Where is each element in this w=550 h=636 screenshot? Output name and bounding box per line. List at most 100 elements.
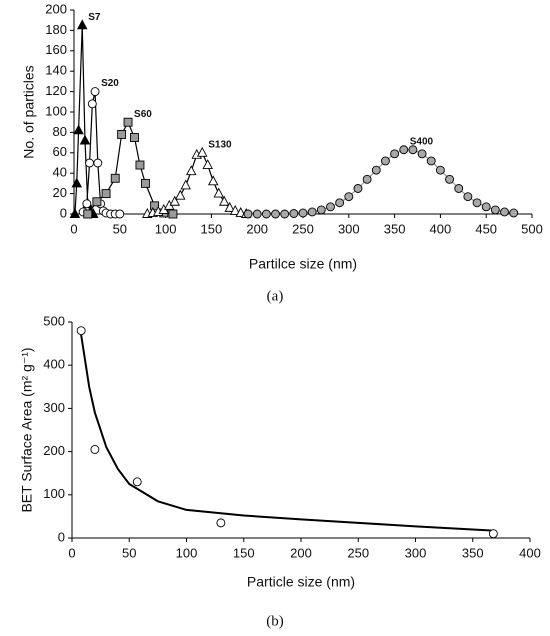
series-label: S400 <box>410 136 434 147</box>
data-point <box>417 149 427 159</box>
data-point <box>69 208 81 218</box>
data-point <box>280 209 290 219</box>
data-point <box>101 189 111 199</box>
data-point <box>252 209 262 219</box>
data-point <box>344 192 354 202</box>
caption: (a) <box>267 288 284 304</box>
data-point <box>488 529 498 539</box>
data-point <box>168 209 178 219</box>
data-point <box>92 197 102 207</box>
series-label: S130 <box>208 139 232 150</box>
x-tick-label: 400 <box>430 221 452 236</box>
data-point <box>115 209 125 219</box>
data-point <box>472 198 482 208</box>
data-point <box>90 444 100 454</box>
data-point <box>371 165 381 175</box>
x-tick-label: 0 <box>68 545 75 560</box>
data-point <box>130 133 139 142</box>
x-tick-label: 450 <box>475 221 497 236</box>
x-axis-label: Partilce size (nm) <box>249 256 357 272</box>
x-axis-label: Particle size (nm) <box>247 574 355 590</box>
series-line <box>147 152 247 215</box>
y-tick-label: 500 <box>43 313 65 328</box>
data-point <box>132 477 142 487</box>
y-tick-label: 40 <box>53 165 67 180</box>
x-tick-label: 350 <box>384 221 406 236</box>
data-point <box>76 326 86 336</box>
data-point <box>79 134 91 145</box>
y-tick-label: 140 <box>45 63 67 78</box>
data-point <box>169 195 181 206</box>
data-point <box>85 158 95 168</box>
data-point <box>90 87 100 97</box>
x-tick-label: 0 <box>70 221 77 236</box>
x-tick-label: 400 <box>519 545 541 560</box>
series-line <box>80 334 494 532</box>
data-point <box>261 209 271 219</box>
data-point <box>202 159 213 169</box>
x-tick-label: 200 <box>290 545 312 560</box>
data-point <box>316 205 326 215</box>
x-tick-label: 50 <box>122 545 136 560</box>
data-point <box>76 19 88 30</box>
x-tick-label: 500 <box>521 221 543 236</box>
data-point <box>326 202 335 212</box>
data-point <box>426 156 436 166</box>
data-point <box>117 129 127 139</box>
y-tick-label: 100 <box>43 486 65 501</box>
data-point <box>216 518 226 528</box>
x-tick-label: 100 <box>176 545 198 560</box>
y-axis-label: No. of particles <box>21 65 37 158</box>
x-tick-label: 350 <box>462 545 484 560</box>
x-tick-label: 300 <box>405 545 427 560</box>
data-point <box>82 199 92 209</box>
y-tick-label: 120 <box>45 83 67 98</box>
data-point <box>87 99 97 109</box>
y-tick-label: 0 <box>60 205 67 220</box>
data-point <box>454 184 464 193</box>
y-tick-label: 0 <box>58 529 65 544</box>
data-point <box>229 204 241 215</box>
data-point <box>213 187 224 198</box>
y-tick-label: 60 <box>53 144 67 159</box>
data-point <box>123 117 133 127</box>
caption: (b) <box>266 613 284 629</box>
y-tick-label: 200 <box>43 443 65 458</box>
y-tick-label: 160 <box>45 42 67 57</box>
series-label: S20 <box>101 78 119 89</box>
data-point <box>307 207 317 217</box>
y-tick-label: 80 <box>53 124 67 139</box>
data-point <box>380 156 390 166</box>
x-tick-label: 200 <box>246 221 268 236</box>
data-point <box>490 205 500 215</box>
data-point <box>83 209 93 219</box>
data-point <box>243 209 253 219</box>
x-tick-label: 100 <box>155 221 177 236</box>
data-point <box>390 149 400 159</box>
data-point <box>500 207 509 217</box>
data-point <box>71 177 82 188</box>
data-point <box>224 201 235 212</box>
data-point <box>445 174 455 184</box>
data-point <box>435 165 445 175</box>
data-point <box>399 145 409 155</box>
x-tick-label: 300 <box>338 221 360 236</box>
y-tick-label: 20 <box>53 185 67 200</box>
data-point <box>207 175 219 186</box>
y-tick-label: 200 <box>45 1 67 16</box>
x-tick-label: 150 <box>201 221 223 236</box>
data-point <box>509 208 519 218</box>
data-point <box>150 201 160 211</box>
x-tick-label: 250 <box>347 545 369 560</box>
data-point <box>180 179 191 190</box>
y-tick-label: 400 <box>43 357 65 372</box>
data-point <box>135 160 145 170</box>
data-point <box>481 202 491 212</box>
data-point <box>140 178 150 188</box>
data-point <box>362 174 372 184</box>
y-tick-label: 300 <box>43 400 65 415</box>
series-label: S7 <box>88 12 101 23</box>
data-point <box>335 198 345 208</box>
y-tick-label: 180 <box>45 22 67 37</box>
